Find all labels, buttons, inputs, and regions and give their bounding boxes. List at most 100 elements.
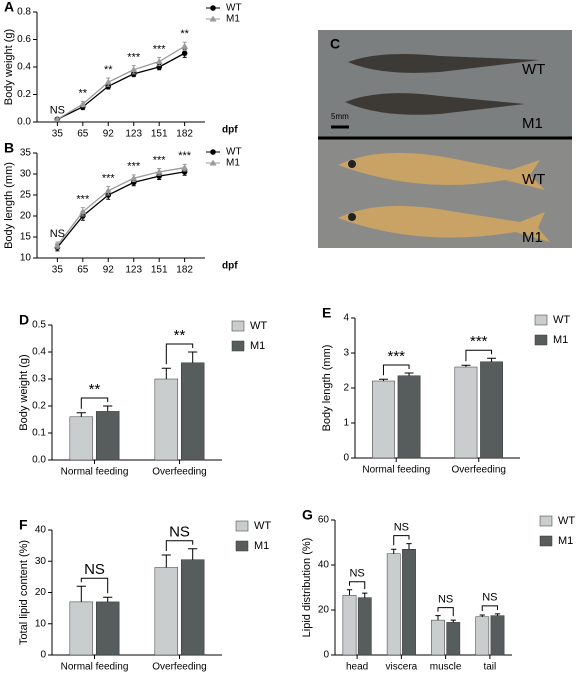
x-tick-label: head bbox=[346, 662, 368, 673]
legend-label: M1 bbox=[226, 14, 240, 25]
chart-panel: E Body length (mm) 0 1 2 3 4 Normal feeding Over… bbox=[321, 305, 570, 476]
y-tick-label: 0.4 bbox=[17, 62, 31, 73]
significance: NS bbox=[169, 524, 190, 541]
significance: ** bbox=[174, 327, 186, 344]
error-bar bbox=[161, 554, 171, 568]
legend-label: WT bbox=[250, 320, 267, 332]
significance: NS bbox=[50, 228, 65, 240]
bar bbox=[397, 375, 421, 459]
x-tick-label: 92 bbox=[103, 265, 115, 276]
panel-label: D bbox=[19, 312, 29, 328]
legend-swatch bbox=[539, 535, 553, 547]
panel-label: F bbox=[19, 517, 28, 533]
x-tick-label: Normal feeding bbox=[362, 465, 430, 476]
legend-label: M1 bbox=[250, 340, 265, 352]
bar bbox=[490, 615, 505, 656]
error-bar bbox=[378, 378, 388, 381]
marker bbox=[104, 78, 112, 85]
fish bbox=[338, 205, 550, 242]
bar bbox=[446, 622, 461, 656]
significance: NS bbox=[50, 104, 65, 116]
marker bbox=[79, 208, 87, 215]
y-tick-label: 0 bbox=[343, 453, 349, 464]
significance: ** bbox=[89, 381, 101, 398]
x-tick-label: 182 bbox=[176, 265, 193, 276]
bar bbox=[342, 595, 357, 656]
error-bar bbox=[494, 613, 501, 616]
y-tick-label: 40 bbox=[35, 525, 47, 536]
y-tick-label: 0.2 bbox=[32, 401, 46, 412]
panel-label: B bbox=[4, 140, 14, 156]
significance: NS bbox=[394, 522, 409, 534]
x-tick-label: 92 bbox=[103, 129, 115, 140]
x-axis-label: dpf bbox=[222, 125, 238, 136]
fish bbox=[345, 93, 525, 115]
marker bbox=[181, 164, 189, 171]
y-tick-label: 30 bbox=[35, 556, 47, 567]
x-tick-label: 151 bbox=[151, 265, 168, 276]
photo-label: M1 bbox=[522, 115, 543, 132]
significance: *** bbox=[76, 194, 90, 206]
legend-swatch bbox=[534, 314, 548, 326]
significance: NS bbox=[482, 592, 497, 604]
significance: *** bbox=[153, 43, 167, 55]
x-tick-label: Overfeeding bbox=[152, 467, 206, 478]
significance: *** bbox=[102, 173, 116, 185]
marker bbox=[209, 159, 217, 166]
y-tick-label: 0.4 bbox=[32, 347, 46, 358]
fish-eye bbox=[348, 213, 356, 221]
y-axis-label: Body length (mm) bbox=[3, 162, 15, 249]
x-tick-label: 151 bbox=[151, 129, 168, 140]
y-tick-label: 0.8 bbox=[17, 7, 31, 18]
legend-label: WT bbox=[226, 3, 242, 14]
panel-label: A bbox=[4, 0, 14, 15]
chart-panel: G Lipid distribution (%) 0 20 40 60 head viscer… bbox=[301, 507, 575, 673]
panel-label: C bbox=[330, 36, 340, 52]
error-bar bbox=[406, 543, 412, 550]
marker bbox=[130, 179, 137, 186]
legend-label: WT bbox=[553, 314, 570, 326]
x-tick-label: 182 bbox=[176, 129, 193, 140]
y-tick-label: 35 bbox=[20, 148, 32, 159]
error-bar bbox=[479, 614, 485, 617]
y-tick-label: 25 bbox=[20, 190, 32, 201]
y-tick-label: 0.2 bbox=[17, 89, 31, 100]
bracket bbox=[382, 364, 410, 376]
significance: *** bbox=[178, 150, 192, 162]
bar bbox=[357, 597, 372, 656]
fish bbox=[338, 152, 545, 190]
significance: *** bbox=[470, 333, 488, 350]
legend-swatch bbox=[231, 340, 245, 352]
y-tick-label: 0.6 bbox=[17, 34, 31, 45]
photo-top bbox=[318, 30, 572, 137]
y-tick-label: 20 bbox=[318, 605, 330, 616]
y-axis-label: Body weight (g) bbox=[18, 354, 30, 430]
marker bbox=[181, 169, 188, 175]
bracket bbox=[80, 577, 109, 594]
bar bbox=[480, 361, 503, 459]
y-tick-label: 40 bbox=[318, 560, 330, 571]
marker bbox=[130, 174, 138, 181]
legend-label: M1 bbox=[553, 334, 568, 346]
x-tick-label: Normal feeding bbox=[61, 662, 129, 673]
error-bar bbox=[161, 367, 171, 379]
bar bbox=[475, 616, 490, 656]
y-tick-label: 4 bbox=[343, 313, 349, 324]
bar bbox=[69, 601, 94, 656]
error-bar bbox=[391, 548, 397, 554]
bracket bbox=[165, 540, 194, 551]
bracket bbox=[393, 535, 410, 546]
error-bar bbox=[188, 351, 198, 363]
photo-panel: C 5mm WT M1 WT M1 bbox=[318, 30, 572, 248]
y-tick-label: 0.3 bbox=[32, 374, 46, 385]
marker bbox=[155, 58, 163, 64]
x-tick-label: 123 bbox=[125, 265, 142, 276]
y-tick-label: 1 bbox=[343, 418, 349, 429]
marker bbox=[53, 115, 61, 122]
bracket bbox=[465, 349, 493, 362]
bar bbox=[180, 362, 205, 461]
y-tick-label: 0 bbox=[323, 650, 329, 661]
fish-eye bbox=[348, 160, 356, 168]
y-tick-label: 0.0 bbox=[32, 455, 46, 466]
legend-label: WT bbox=[558, 515, 575, 527]
